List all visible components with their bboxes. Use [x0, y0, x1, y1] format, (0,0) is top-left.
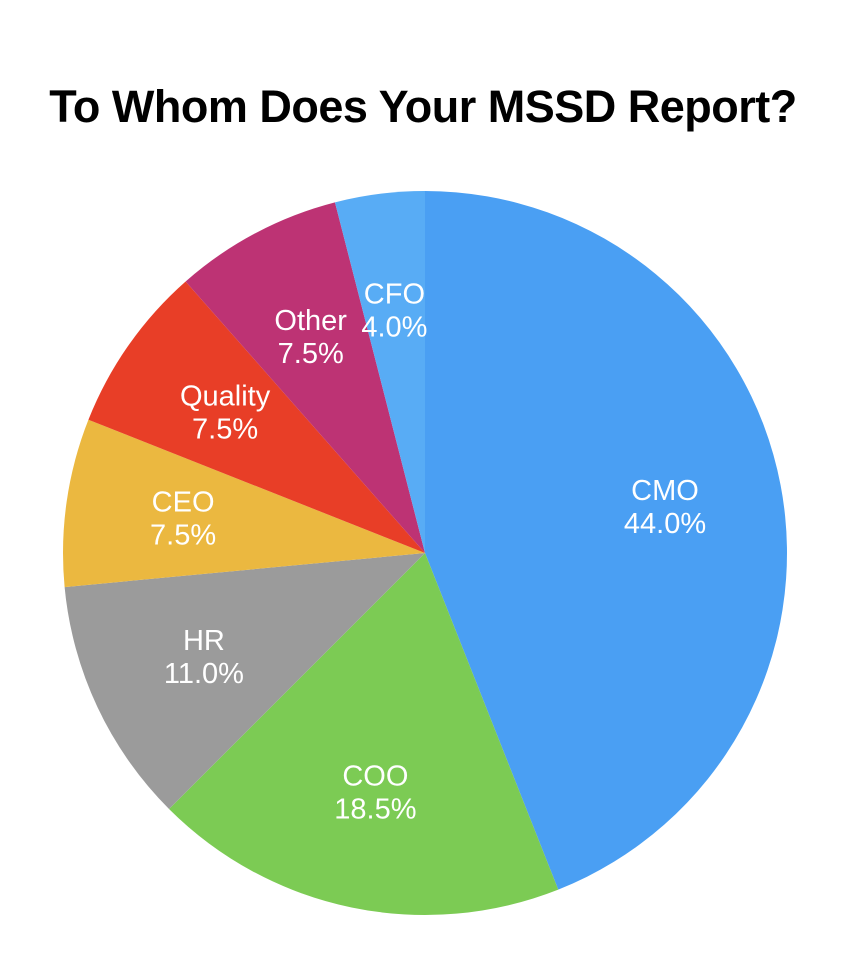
slice-percent-label: 7.5% — [278, 338, 344, 370]
pie-slice-other — [185, 202, 425, 553]
slice-percent-label: 4.0% — [361, 312, 427, 344]
slice-label-cfo: CFO 4.0% — [361, 279, 427, 344]
slice-percent-label: 7.5% — [192, 414, 258, 446]
slice-label-coo: COO 18.5% — [334, 760, 416, 825]
pie-slice-hr — [64, 553, 426, 809]
slice-percent-label: 7.5% — [150, 520, 216, 552]
slice-category-label: Other — [274, 305, 347, 337]
pie-slice-cmo — [425, 191, 788, 890]
slice-label-cmo: CMO 44.0% — [624, 475, 706, 540]
slice-label-other: Other 7.5% — [274, 305, 347, 370]
slice-percent-label: 11.0% — [164, 658, 244, 690]
slice-label-quality: Quality 7.5% — [180, 381, 271, 446]
slice-category-label: Quality — [180, 381, 271, 413]
chart-title: To Whom Does Your MSSD Report? — [49, 81, 797, 132]
slice-category-label: CEO — [152, 487, 215, 519]
pie-slice-cfo — [334, 191, 425, 553]
slice-label-ceo: CEO 7.5% — [150, 487, 216, 552]
slice-percent-label: 44.0% — [624, 508, 706, 540]
pie-slice-ceo — [63, 419, 425, 588]
slice-label-hr: HR 11.0% — [164, 625, 244, 690]
pie-slice-coo — [169, 553, 559, 915]
slice-category-label: HR — [183, 625, 225, 657]
slice-category-label: CFO — [364, 279, 425, 311]
slice-percent-label: 18.5% — [334, 793, 416, 825]
pie-slice-quality — [88, 281, 426, 553]
slice-category-label: COO — [342, 760, 408, 792]
slice-category-label: CMO — [631, 475, 699, 507]
